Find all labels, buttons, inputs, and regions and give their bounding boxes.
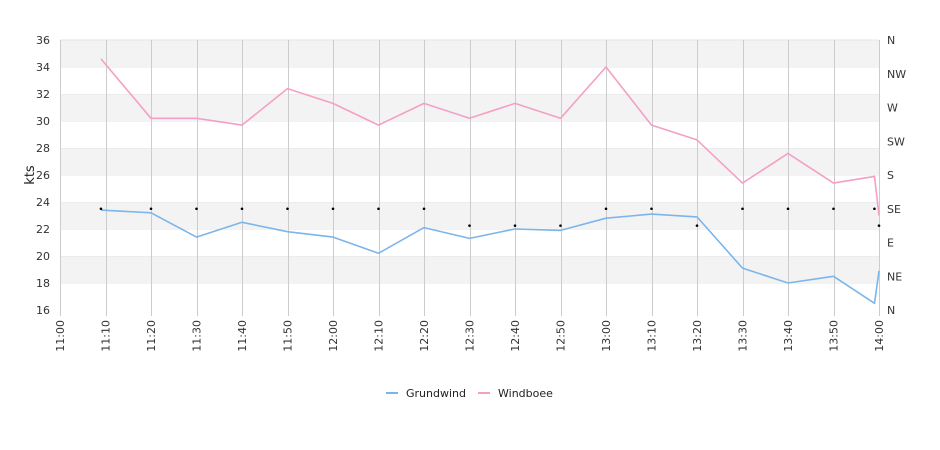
wind-direction-point bbox=[559, 224, 562, 227]
x-tick-label: 11:50 bbox=[282, 320, 295, 352]
wind-direction-point bbox=[240, 207, 244, 211]
background-band bbox=[60, 256, 879, 283]
wind-direction-point bbox=[286, 207, 289, 211]
series-line-0 bbox=[100, 209, 880, 305]
y-tick-label: 36 bbox=[36, 34, 50, 47]
background-band bbox=[60, 148, 879, 175]
wind-direction-point bbox=[513, 224, 517, 227]
y-tick-label: 18 bbox=[36, 277, 50, 290]
wind-direction-point bbox=[422, 207, 426, 211]
vertical-gridlines bbox=[60, 40, 880, 316]
y2-tick-label: NE bbox=[887, 270, 902, 283]
background-band bbox=[60, 40, 879, 67]
x-tick-label: 14:00 bbox=[873, 320, 886, 352]
x-tick-label: 12:50 bbox=[555, 320, 568, 352]
wind-direction-point bbox=[650, 207, 653, 211]
y-tick-label: 34 bbox=[36, 61, 50, 74]
x-tick-label: 11:00 bbox=[54, 320, 67, 352]
y2-tick-label: E bbox=[887, 237, 894, 250]
x-tick-label: 13:20 bbox=[691, 320, 704, 352]
y-tick-label: 28 bbox=[36, 142, 50, 155]
x-tick-label: 11:20 bbox=[145, 320, 158, 352]
y2-tick-label: S bbox=[887, 169, 894, 182]
x-tick-label: 13:30 bbox=[737, 320, 750, 352]
y-tick-label: 30 bbox=[36, 115, 50, 128]
wind-direction-point bbox=[195, 207, 198, 211]
legend: Grundwind Windboee bbox=[386, 387, 553, 400]
y2-axis-ticks: N NE E SE S SW W NW N bbox=[887, 34, 906, 317]
x-tick-label: 12:40 bbox=[509, 320, 522, 352]
wind-direction-point bbox=[695, 224, 699, 227]
background-band bbox=[60, 67, 879, 94]
y2-tick-label: NW bbox=[887, 68, 906, 81]
legend-label: Windboee bbox=[498, 387, 553, 400]
x-tick-label: 11:30 bbox=[191, 320, 204, 352]
y2-tick-label: SE bbox=[887, 203, 901, 216]
y-tick-label: 26 bbox=[36, 169, 50, 182]
wind-direction-point bbox=[604, 207, 608, 211]
x-tick-label: 12:00 bbox=[327, 320, 340, 352]
y-axis-ticks: 16 18 20 22 24 26 28 30 32 34 36 bbox=[36, 34, 50, 317]
x-tick-label: 11:40 bbox=[236, 320, 249, 352]
wind-direction-point bbox=[468, 224, 471, 227]
y-axis-title: kts bbox=[23, 165, 38, 185]
x-tick-label: 11:10 bbox=[100, 320, 113, 352]
wind-direction-point bbox=[786, 207, 790, 211]
y-tick-label: 22 bbox=[36, 223, 50, 236]
wind-direction-point bbox=[832, 207, 835, 211]
legend-label: Grundwind bbox=[406, 387, 466, 400]
series-layer bbox=[99, 58, 881, 305]
y-tick-label: 20 bbox=[36, 250, 50, 263]
y2-tick-label: SW bbox=[887, 135, 905, 148]
wind-direction-point bbox=[149, 207, 153, 211]
x-tick-label: 13:10 bbox=[646, 320, 659, 352]
background-band bbox=[60, 283, 879, 310]
x-tick-label: 12:30 bbox=[464, 320, 477, 352]
wind-direction-point bbox=[99, 207, 103, 211]
wind-direction-point bbox=[873, 207, 876, 211]
y-tick-label: 16 bbox=[36, 304, 50, 317]
y2-tick-label: N bbox=[887, 34, 895, 47]
x-tick-label: 13:00 bbox=[600, 320, 613, 352]
y2-tick-label: W bbox=[887, 102, 898, 115]
wind-direction-point bbox=[377, 207, 380, 211]
x-tick-label: 12:10 bbox=[373, 320, 386, 352]
x-axis-ticks: 11:00 11:10 11:20 11:30 11:40 11:50 12:00 12:10… bbox=[54, 320, 886, 352]
wind-direction-point bbox=[877, 224, 881, 227]
background-band bbox=[60, 229, 879, 256]
background-band bbox=[60, 175, 879, 202]
y2-tick-label: N bbox=[887, 304, 895, 317]
wind-direction-point bbox=[741, 207, 744, 211]
y-tick-label: 32 bbox=[36, 88, 50, 101]
wind-direction-point bbox=[331, 207, 335, 211]
x-tick-label: 13:40 bbox=[782, 320, 795, 352]
background-band bbox=[60, 121, 879, 148]
x-tick-label: 13:50 bbox=[828, 320, 841, 352]
series-line-1 bbox=[100, 58, 880, 216]
y-tick-label: 24 bbox=[36, 196, 50, 209]
x-tick-label: 12:20 bbox=[418, 320, 431, 352]
background-band bbox=[60, 94, 879, 121]
